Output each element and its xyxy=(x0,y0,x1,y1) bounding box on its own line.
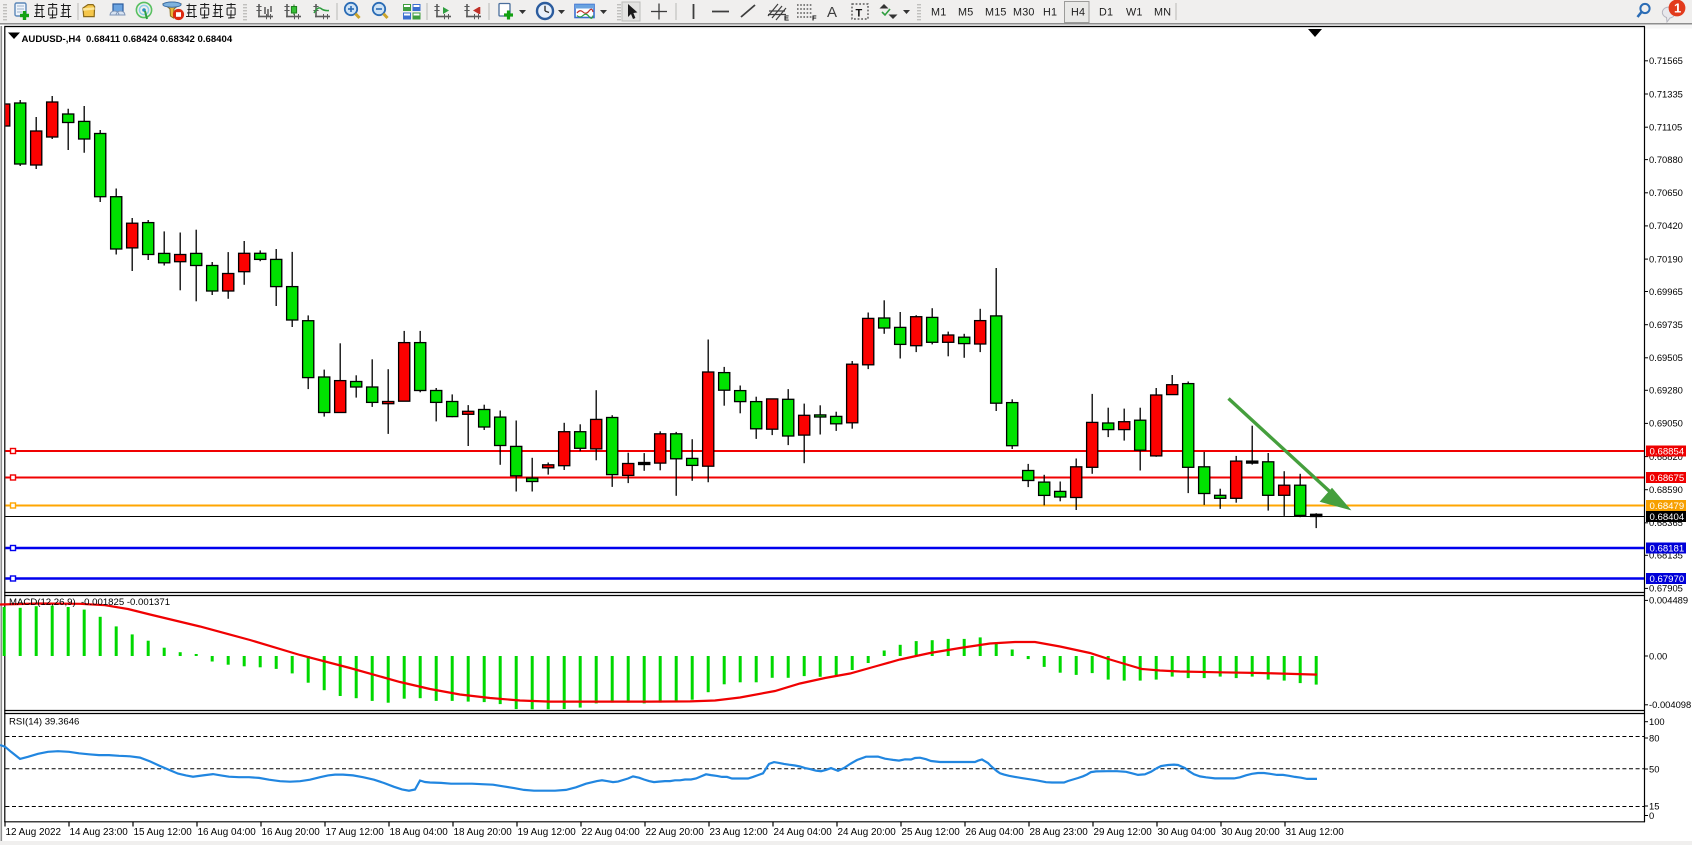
svg-text:0.70420: 0.70420 xyxy=(1649,220,1683,231)
svg-text:MACD(12,26,9) -0.001825 -0.00: MACD(12,26,9) -0.001825 -0.001371 xyxy=(9,597,170,608)
svg-text:H1: H1 xyxy=(1043,7,1057,19)
svg-text:15: 15 xyxy=(1649,800,1659,811)
svg-text:14 Aug 23:00: 14 Aug 23:00 xyxy=(70,827,129,838)
svg-text:0.70190: 0.70190 xyxy=(1649,253,1683,264)
svg-text:29 Aug 12:00: 29 Aug 12:00 xyxy=(1094,827,1153,838)
svg-text:50: 50 xyxy=(1649,763,1659,774)
svg-text:0.68854: 0.68854 xyxy=(1650,446,1685,457)
svg-text:0.70650: 0.70650 xyxy=(1649,187,1683,198)
svg-text:18 Aug 20:00: 18 Aug 20:00 xyxy=(454,827,513,838)
svg-text:30 Aug 04:00: 30 Aug 04:00 xyxy=(1158,827,1217,838)
svg-text:M15: M15 xyxy=(985,7,1007,19)
svg-text:F: F xyxy=(812,14,817,23)
svg-text:0.68181: 0.68181 xyxy=(1650,543,1685,554)
svg-text:30 Aug 20:00: 30 Aug 20:00 xyxy=(1222,827,1281,838)
svg-text:16 Aug 20:00: 16 Aug 20:00 xyxy=(262,827,321,838)
svg-text:22 Aug 20:00: 22 Aug 20:00 xyxy=(646,827,705,838)
svg-text:0.71105: 0.71105 xyxy=(1649,122,1682,133)
svg-text:80: 80 xyxy=(1649,732,1659,743)
svg-text:0.00: 0.00 xyxy=(1649,650,1667,661)
svg-text:28 Aug 23:00: 28 Aug 23:00 xyxy=(1030,827,1089,838)
svg-text:0.71335: 0.71335 xyxy=(1649,88,1683,99)
svg-text:19 Aug 12:00: 19 Aug 12:00 xyxy=(518,827,577,838)
svg-text:0.69965: 0.69965 xyxy=(1649,286,1683,297)
svg-text:0.004489: 0.004489 xyxy=(1649,595,1688,606)
svg-text:25 Aug 12:00: 25 Aug 12:00 xyxy=(902,827,961,838)
svg-text:23 Aug 12:00: 23 Aug 12:00 xyxy=(710,827,769,838)
svg-text:MN: MN xyxy=(1154,7,1171,19)
svg-text:18 Aug 04:00: 18 Aug 04:00 xyxy=(390,827,449,838)
svg-text:0.68135: 0.68135 xyxy=(1649,550,1683,561)
svg-text:22 Aug 04:00: 22 Aug 04:00 xyxy=(582,827,641,838)
svg-text:15 Aug 12:00: 15 Aug 12:00 xyxy=(134,827,193,838)
svg-text:1: 1 xyxy=(1674,1,1681,16)
svg-text:A: A xyxy=(827,4,837,21)
svg-text:T: T xyxy=(856,8,863,20)
svg-text:0.67905: 0.67905 xyxy=(1649,583,1683,594)
svg-text:26 Aug 04:00: 26 Aug 04:00 xyxy=(966,827,1025,838)
svg-text:31 Aug 12:00: 31 Aug 12:00 xyxy=(1286,827,1345,838)
svg-text:0.68590: 0.68590 xyxy=(1649,484,1683,495)
svg-text:0.68675: 0.68675 xyxy=(1650,473,1685,484)
svg-text:0.69505: 0.69505 xyxy=(1649,352,1683,363)
svg-text:0.69735: 0.69735 xyxy=(1649,319,1683,330)
svg-text:0.67970: 0.67970 xyxy=(1650,574,1685,585)
svg-text:0.68479: 0.68479 xyxy=(1650,501,1685,512)
svg-text:M30: M30 xyxy=(1013,7,1035,19)
svg-text:16 Aug 04:00: 16 Aug 04:00 xyxy=(198,827,257,838)
svg-text:H4: H4 xyxy=(1071,7,1085,19)
svg-text:17 Aug 12:00: 17 Aug 12:00 xyxy=(326,827,385,838)
svg-text:D1: D1 xyxy=(1099,7,1113,19)
svg-text:-0.004098: -0.004098 xyxy=(1649,699,1691,710)
svg-text:24 Aug 04:00: 24 Aug 04:00 xyxy=(774,827,833,838)
svg-text:W1: W1 xyxy=(1126,7,1143,19)
svg-text:0.70880: 0.70880 xyxy=(1649,154,1683,165)
svg-text:24 Aug 20:00: 24 Aug 20:00 xyxy=(838,827,897,838)
svg-text:0.69050: 0.69050 xyxy=(1649,418,1683,429)
svg-text:0.69280: 0.69280 xyxy=(1649,385,1683,396)
svg-text:M1: M1 xyxy=(931,7,946,19)
svg-text:M5: M5 xyxy=(958,7,973,19)
svg-text:0.68365: 0.68365 xyxy=(1649,517,1683,528)
svg-text:AUDUSD-,H4 0.68411 0.68424 0.: AUDUSD-,H4 0.68411 0.68424 0.68342 0.684… xyxy=(22,34,233,45)
svg-text:100: 100 xyxy=(1649,716,1665,727)
svg-text:E: E xyxy=(784,14,789,23)
svg-text:0.68404: 0.68404 xyxy=(1650,512,1685,523)
svg-text:RSI(14) 39.3646: RSI(14) 39.3646 xyxy=(9,717,79,728)
svg-text:12 Aug 2022: 12 Aug 2022 xyxy=(6,827,61,838)
svg-text:0: 0 xyxy=(1649,810,1654,821)
svg-text:0.71565: 0.71565 xyxy=(1649,55,1683,66)
